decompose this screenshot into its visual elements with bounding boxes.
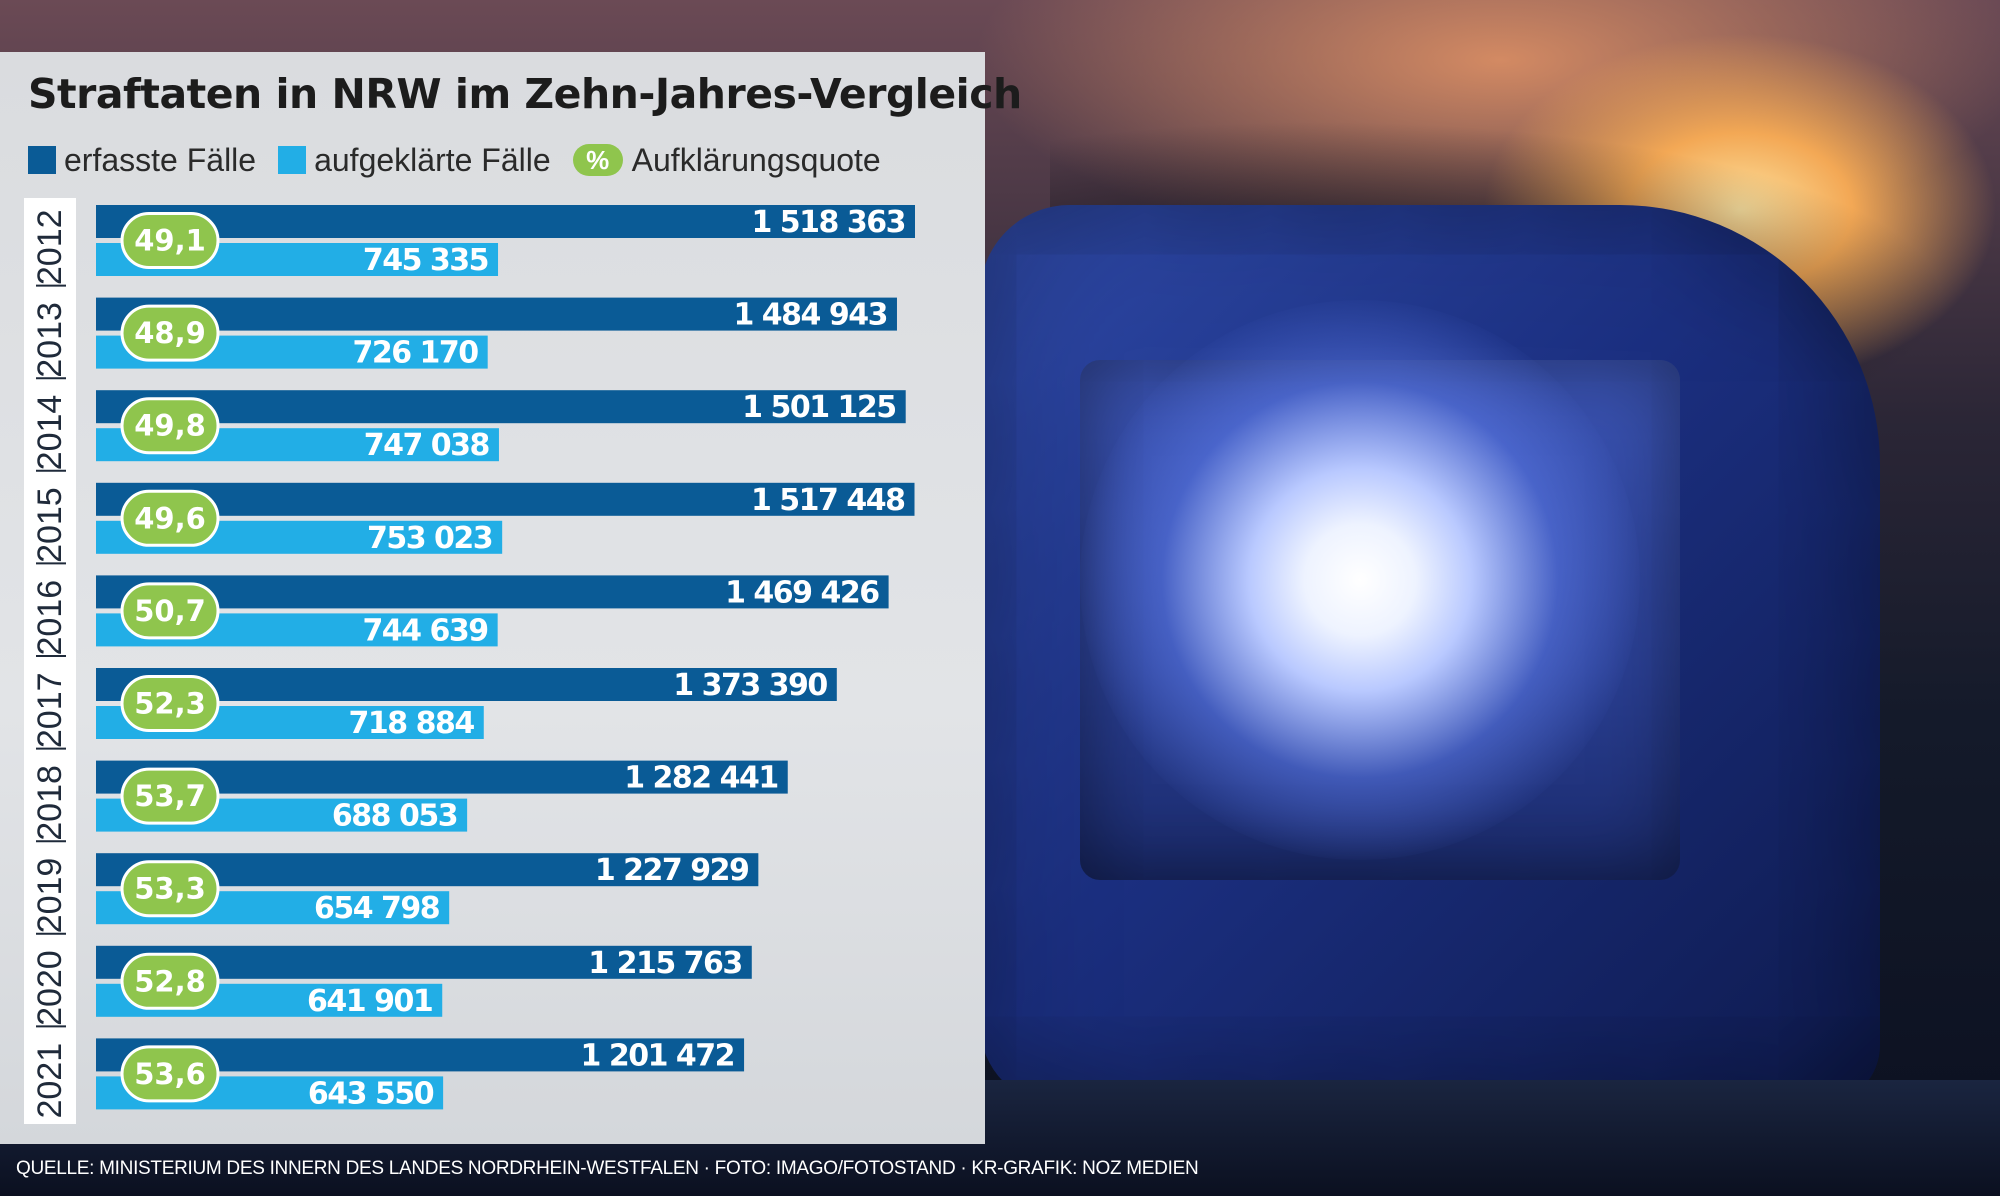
- light-flare: [1080, 300, 1640, 860]
- bar-erfasst-2012: [96, 205, 915, 238]
- value-label-aufgeklaert-2013: 726 170: [352, 336, 478, 371]
- quote-label-2019: 53,3: [134, 872, 206, 906]
- value-label-aufgeklaert-2016: 744 639: [362, 613, 487, 648]
- year-label-2012: 2012: [31, 209, 69, 285]
- quote-label-2017: 52,3: [134, 687, 206, 721]
- quote-badge-2014: [120, 397, 220, 455]
- quote-badge-2020: [120, 952, 220, 1010]
- legend-swatch-aufgeklaert: [278, 146, 307, 174]
- bar-erfasst-2013: [96, 297, 897, 331]
- value-label-erfasst-2018: 1 282 441: [624, 761, 778, 796]
- legend-label-aufgeklaert: aufgeklärte Fälle: [314, 141, 551, 178]
- legend-swatch-erfasst: [28, 146, 56, 174]
- quote-label-2014: 49,8: [134, 409, 206, 443]
- year-label-2017: 2017: [31, 672, 69, 748]
- quote-badge-2017: [120, 675, 220, 732]
- quote-badge-2015: [120, 489, 220, 547]
- quote-badge-2018: [120, 767, 220, 825]
- quote-badge-2019: [120, 860, 220, 918]
- source-credit: QUELLE: MINISTERIUM DES INNERN DES LANDE…: [16, 1158, 1199, 1179]
- value-label-aufgeklaert-2014: 747 038: [364, 428, 490, 463]
- value-label-aufgeklaert-2020: 641 901: [307, 984, 432, 1019]
- quote-label-2020: 52,8: [134, 964, 206, 998]
- value-label-erfasst-2012: 1 518 363: [751, 205, 905, 240]
- value-label-erfasst-2013: 1 484 943: [733, 298, 887, 333]
- bar-erfasst-2014: [96, 390, 906, 424]
- legend-item-erfasst: erfasste Fälle: [28, 142, 256, 179]
- value-label-aufgeklaert-2018: 688 053: [332, 799, 457, 834]
- value-label-erfasst-2014: 1 501 125: [742, 390, 896, 425]
- year-label-2018: 2018: [31, 765, 69, 841]
- quote-label-2021: 53,6: [134, 1057, 206, 1091]
- quote-badge-2021: [120, 1045, 220, 1103]
- value-label-erfasst-2016: 1 469 426: [725, 575, 879, 610]
- year-label-2015: 2015: [31, 487, 69, 563]
- legend-item-aufgeklaert: aufgeklärte Fälle: [278, 142, 551, 179]
- year-label-2019: 2019: [31, 858, 69, 934]
- bar-erfasst-2015: [96, 482, 915, 516]
- year-label-2013: 2013: [31, 302, 69, 378]
- value-label-aufgeklaert-2019: 654 798: [314, 891, 440, 926]
- quote-badge-2016: [120, 582, 220, 640]
- value-label-erfasst-2020: 1 215 763: [588, 946, 742, 981]
- value-label-erfasst-2019: 1 227 929: [595, 853, 749, 888]
- chart-title: Straftaten in NRW im Zehn-Jahres-Verglei…: [28, 70, 1022, 118]
- quote-label-2018: 53,7: [134, 779, 206, 813]
- year-label-2020: 2020: [31, 950, 69, 1026]
- bar-erfasst-2017: [96, 668, 837, 701]
- quote-label-2016: 50,7: [134, 594, 206, 628]
- quote-label-2013: 48,9: [134, 316, 206, 350]
- legend-label-erfasst: erfasste Fälle: [64, 141, 257, 178]
- bar-erfasst-2016: [96, 575, 889, 609]
- quote-badge-2013: [120, 304, 220, 362]
- quote-badge-2012: [120, 212, 220, 269]
- year-label-2021: 2021: [31, 1043, 69, 1119]
- value-label-aufgeklaert-2021: 643 550: [308, 1076, 434, 1111]
- quote-label-2012: 49,1: [134, 224, 206, 258]
- legend: erfasste Fälle aufgeklärte Fälle % Aufkl…: [28, 140, 903, 180]
- value-label-erfasst-2021: 1 201 472: [581, 1038, 735, 1073]
- legend-label-quote: Aufklärungsquote: [631, 141, 881, 178]
- year-column: [24, 198, 76, 1124]
- year-label-2016: 2016: [31, 580, 69, 656]
- value-label-aufgeklaert-2017: 718 884: [349, 706, 475, 741]
- value-label-aufgeklaert-2012: 745 335: [363, 243, 488, 278]
- quote-label-2015: 49,6: [134, 501, 206, 535]
- legend-item-quote: % Aufklärungsquote: [572, 141, 881, 179]
- year-label-2014: 2014: [31, 395, 69, 471]
- value-label-aufgeklaert-2015: 753 023: [367, 521, 492, 556]
- percent-icon: %: [572, 144, 623, 176]
- value-label-erfasst-2015: 1 517 448: [751, 483, 905, 518]
- value-label-erfasst-2017: 1 373 390: [673, 668, 827, 703]
